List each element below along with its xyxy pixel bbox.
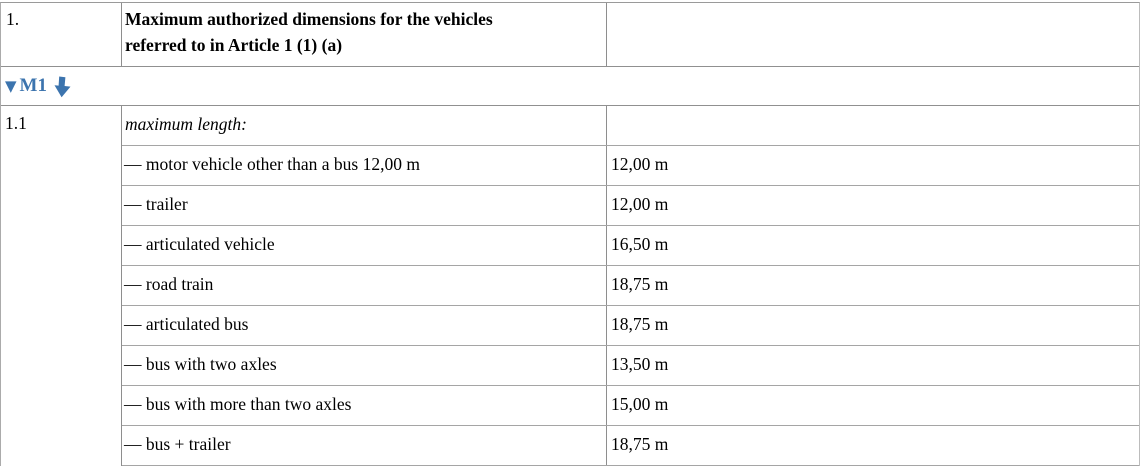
- row-label: — bus + trailer: [122, 426, 607, 465]
- table-row-maximum-length: maximum length:: [122, 106, 1139, 146]
- down-arrow-icon[interactable]: [53, 74, 72, 98]
- row-value: 15,00 m: [611, 394, 669, 414]
- table-row-section-header: 1. Maximum authorized dimensions for the…: [1, 3, 1139, 67]
- table-row: — motor vehicle other than a bus 12,00 m…: [122, 146, 1139, 186]
- subsection-1-1: 1.1 maximum length: — motor vehicle othe…: [1, 106, 1139, 466]
- row-label: — bus with more than two axles: [122, 386, 607, 425]
- subsection-rows: maximum length: — motor vehicle other th…: [122, 106, 1139, 466]
- table-row: — bus with two axles 13,50 m: [122, 346, 1139, 386]
- table-row: — bus + trailer 18,75 m: [122, 426, 1139, 466]
- subsection-number: 1.1: [5, 113, 27, 133]
- table-row: — road train 18,75 m: [122, 266, 1139, 306]
- table-row: — trailer 12,00 m: [122, 186, 1139, 226]
- row-value: 16,50 m: [611, 234, 669, 254]
- row-value: 12,00 m: [611, 154, 669, 174]
- table-row: — bus with more than two axles 15,00 m: [122, 386, 1139, 426]
- row-label: — articulated vehicle: [122, 226, 607, 265]
- amendment-marker-row: ▼ M1: [1, 67, 1139, 106]
- table-row: — articulated bus 18,75 m: [122, 306, 1139, 346]
- row-label: — motor vehicle other than a bus 12,00 m: [122, 146, 607, 185]
- row-label: — trailer: [122, 186, 607, 225]
- amendment-marker-label: M1: [19, 75, 47, 96]
- row-value-empty: [607, 106, 1139, 145]
- section-header-empty-cell: [607, 3, 1139, 66]
- section-title-cell: Maximum authorized dimensions for the ve…: [122, 3, 607, 66]
- triangle-down-icon: ▼: [5, 76, 17, 95]
- row-label: — articulated bus: [122, 306, 607, 345]
- row-value: 18,75 m: [611, 434, 669, 454]
- row-value: 13,50 m: [611, 354, 669, 374]
- row-value: 18,75 m: [611, 274, 669, 294]
- row-value: 12,00 m: [611, 194, 669, 214]
- row-label: — bus with two axles: [122, 346, 607, 385]
- amendment-marker-m1-link[interactable]: ▼ M1: [5, 74, 72, 98]
- table-row: — articulated vehicle 16,50 m: [122, 226, 1139, 266]
- subsection-number-cell: 1.1: [1, 106, 122, 466]
- row-label: maximum length:: [122, 106, 607, 145]
- section-title-line1: Maximum authorized dimensions for the ve…: [125, 9, 493, 29]
- section-number: 1.: [6, 9, 20, 29]
- section-title-line2: referred to in Article 1 (1) (a): [125, 35, 343, 55]
- row-label: — road train: [122, 266, 607, 305]
- section-number-cell: 1.: [1, 3, 122, 66]
- row-value: 18,75 m: [611, 314, 669, 334]
